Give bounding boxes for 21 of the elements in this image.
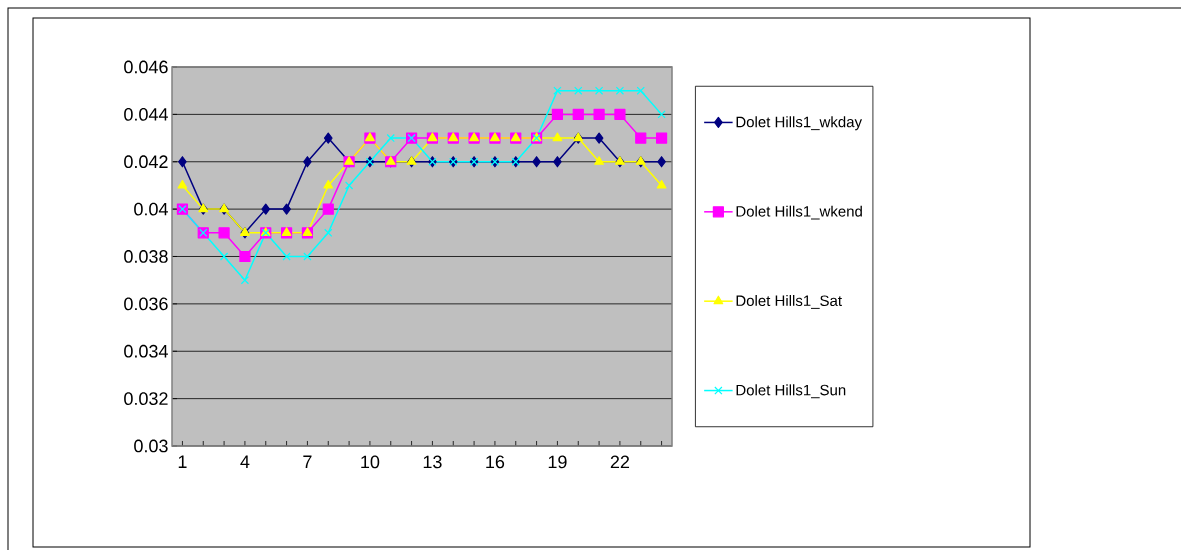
y-tick-label: 0.038 bbox=[124, 250, 168, 263]
y-tick-label: 0.044 bbox=[124, 107, 168, 121]
x-tick-label: 13 bbox=[423, 455, 442, 469]
y-tick-label: 0.046 bbox=[124, 60, 168, 74]
x-tick-label: 19 bbox=[548, 455, 567, 469]
y-tick-label: 0.036 bbox=[124, 297, 168, 311]
y-tick-label: 0.032 bbox=[124, 392, 168, 405]
x-tick-label: 16 bbox=[486, 455, 505, 469]
y-tick-label: 0.042 bbox=[124, 155, 168, 169]
x-tick-label: 4 bbox=[240, 455, 250, 468]
x-tick-label: 7 bbox=[303, 455, 312, 468]
legend-label: Dolet Hills1_wkday bbox=[736, 116, 862, 131]
y-tick-label: 0.03 bbox=[134, 439, 168, 453]
legend-label: Dolet Hills1_Sun bbox=[736, 384, 846, 399]
legend-label: Dolet Hills1_Sat bbox=[736, 295, 842, 309]
y-tick-label: 0.034 bbox=[124, 344, 168, 358]
x-tick-label: 1 bbox=[178, 455, 187, 468]
y-tick-label: 0.04 bbox=[134, 202, 168, 216]
x-tick-label: 22 bbox=[610, 455, 630, 469]
x-tick-label: 10 bbox=[361, 455, 380, 469]
legend-label: Dolet Hills1_wkend bbox=[736, 205, 862, 220]
